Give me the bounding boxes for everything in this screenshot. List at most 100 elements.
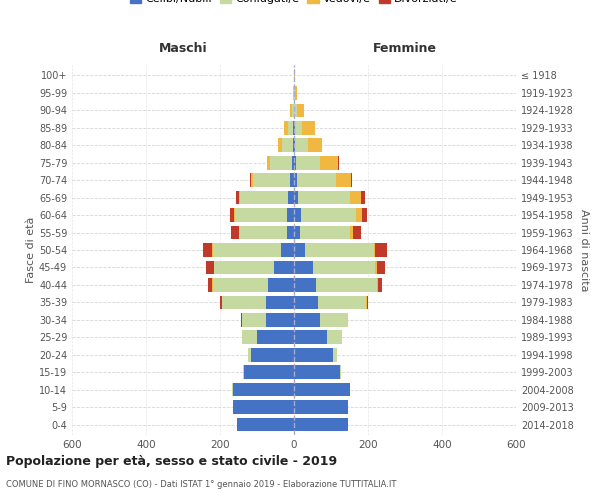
Bar — [367, 296, 368, 309]
Bar — [305, 243, 374, 257]
Legend: Celibi/Nubili, Coniugati/e, Vedovi/e, Divorziati/e: Celibi/Nubili, Coniugati/e, Vedovi/e, Di… — [126, 0, 462, 8]
Bar — [316, 278, 377, 291]
Bar — [295, 138, 308, 152]
Bar — [377, 260, 385, 274]
Bar — [235, 208, 287, 222]
Bar — [362, 208, 367, 222]
Bar — [376, 260, 377, 274]
Bar — [294, 418, 347, 432]
Bar — [347, 313, 349, 326]
Bar — [243, 366, 244, 379]
Bar — [338, 156, 339, 170]
Bar — [214, 260, 274, 274]
Bar — [266, 313, 294, 326]
Bar — [378, 278, 382, 291]
Bar — [244, 366, 294, 379]
Bar — [320, 156, 338, 170]
Bar — [320, 313, 347, 326]
Bar — [301, 208, 356, 222]
Bar — [251, 174, 253, 187]
Bar — [288, 121, 293, 134]
Bar — [294, 243, 305, 257]
Bar — [294, 174, 297, 187]
Bar — [361, 191, 365, 204]
Bar — [270, 156, 292, 170]
Bar — [298, 191, 350, 204]
Bar — [250, 174, 251, 187]
Bar — [294, 348, 333, 362]
Bar — [294, 366, 340, 379]
Bar — [294, 278, 316, 291]
Bar — [282, 138, 293, 152]
Bar — [290, 174, 294, 187]
Bar — [248, 348, 251, 362]
Bar — [294, 330, 328, 344]
Bar — [328, 330, 342, 344]
Bar — [318, 296, 366, 309]
Bar — [294, 400, 347, 414]
Bar — [294, 86, 295, 100]
Bar — [203, 243, 212, 257]
Bar — [293, 121, 294, 134]
Y-axis label: Fasce di età: Fasce di età — [26, 217, 36, 283]
Bar — [308, 138, 322, 152]
Bar — [336, 174, 350, 187]
Bar — [287, 226, 294, 239]
Bar — [266, 296, 294, 309]
Text: Maschi: Maschi — [158, 42, 208, 54]
Bar — [236, 418, 294, 432]
Bar — [222, 296, 266, 309]
Bar — [242, 330, 257, 344]
Bar — [333, 348, 337, 362]
Bar — [233, 400, 294, 414]
Bar — [292, 156, 294, 170]
Bar — [274, 260, 294, 274]
Bar — [302, 121, 315, 134]
Bar — [239, 226, 287, 239]
Bar — [293, 86, 294, 100]
Bar — [241, 191, 289, 204]
Bar — [212, 278, 268, 291]
Y-axis label: Anni di nascita: Anni di nascita — [579, 209, 589, 291]
Bar — [232, 383, 233, 396]
Bar — [230, 208, 234, 222]
Bar — [220, 296, 222, 309]
Bar — [350, 174, 352, 187]
Bar — [353, 226, 361, 239]
Bar — [251, 348, 294, 362]
Bar — [297, 174, 336, 187]
Bar — [212, 243, 281, 257]
Bar — [356, 208, 362, 222]
Bar — [377, 278, 378, 291]
Bar — [294, 208, 301, 222]
Bar — [294, 260, 313, 274]
Bar — [350, 226, 353, 239]
Bar — [340, 366, 341, 379]
Bar — [234, 208, 235, 222]
Bar — [232, 226, 239, 239]
Bar — [284, 121, 288, 134]
Bar — [290, 104, 292, 117]
Bar — [268, 278, 294, 291]
Bar — [241, 313, 242, 326]
Bar — [294, 383, 350, 396]
Bar — [294, 121, 295, 134]
Bar — [267, 156, 270, 170]
Bar — [294, 313, 320, 326]
Bar — [374, 243, 376, 257]
Text: Femmine: Femmine — [373, 42, 437, 54]
Bar — [294, 191, 298, 204]
Bar — [278, 138, 282, 152]
Bar — [294, 138, 295, 152]
Bar — [208, 278, 212, 291]
Bar — [239, 191, 241, 204]
Bar — [281, 243, 294, 257]
Bar — [295, 86, 296, 100]
Bar — [293, 138, 294, 152]
Text: COMUNE DI FINO MORNASCO (CO) - Dati ISTAT 1° gennaio 2019 - Elaborazione TUTTITA: COMUNE DI FINO MORNASCO (CO) - Dati ISTA… — [6, 480, 397, 489]
Bar — [294, 68, 295, 82]
Text: Popolazione per età, sesso e stato civile - 2019: Popolazione per età, sesso e stato civil… — [6, 455, 337, 468]
Bar — [376, 243, 386, 257]
Bar — [292, 104, 294, 117]
Bar — [295, 121, 302, 134]
